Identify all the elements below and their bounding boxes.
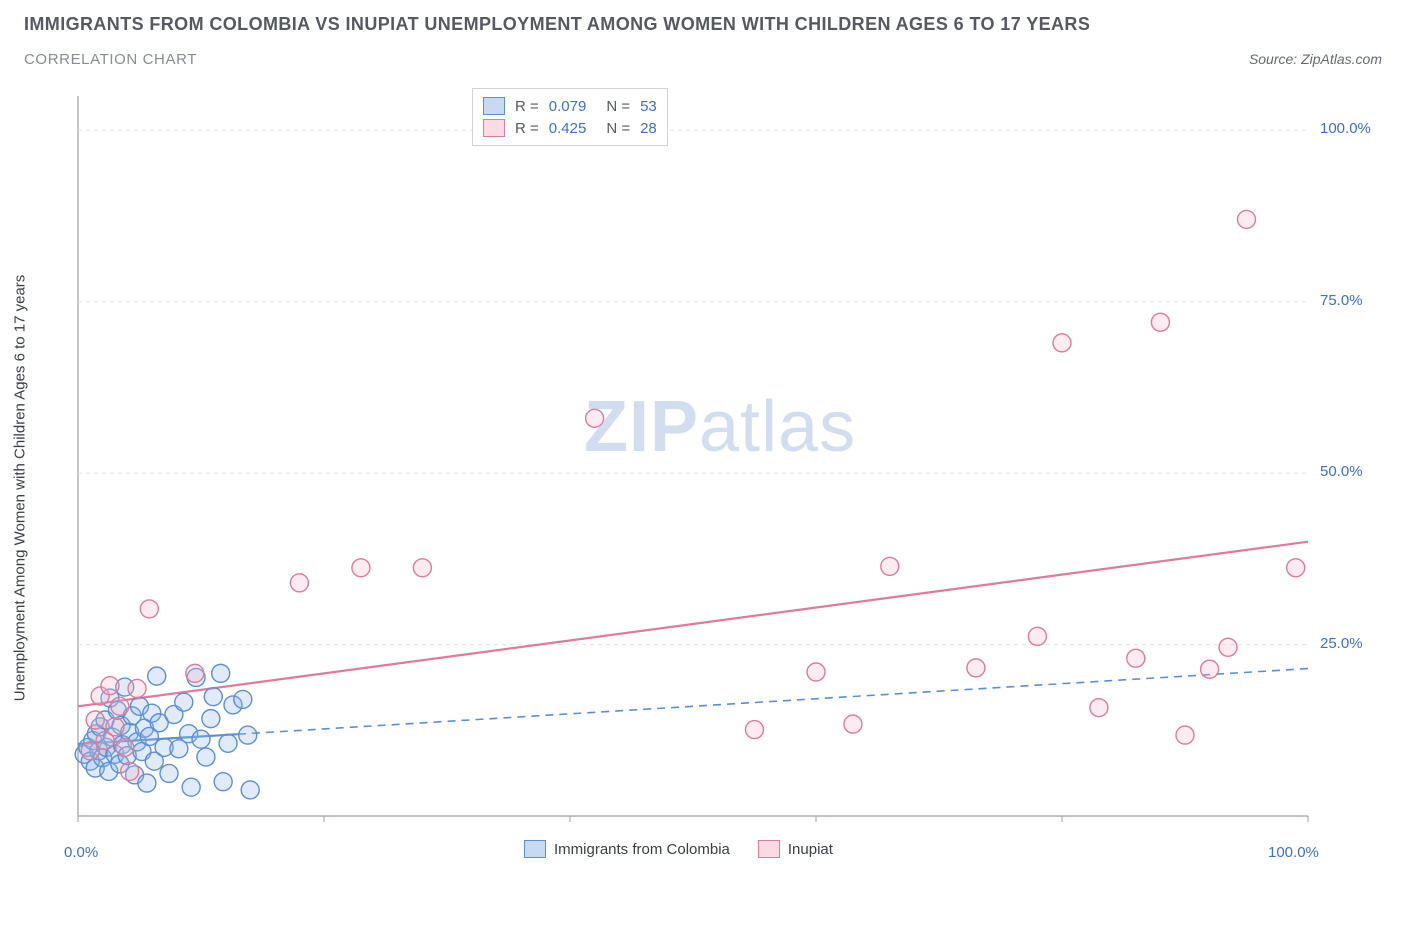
stats-row-inupiat: R = 0.425 N = 28: [483, 117, 657, 139]
legend-item-colombia: Immigrants from Colombia: [524, 840, 730, 858]
correlation-stats-box: R = 0.079 N = 53 R = 0.425 N = 28: [472, 88, 668, 146]
r-label: R =: [515, 120, 539, 137]
chart-source: Source: ZipAtlas.com: [1249, 51, 1382, 67]
legend-item-inupiat: Inupiat: [758, 840, 833, 858]
legend-label: Immigrants from Colombia: [554, 841, 730, 858]
r-value: 0.079: [549, 98, 587, 115]
y-tick-label: 100.0%: [1320, 120, 1371, 137]
r-value: 0.425: [549, 120, 587, 137]
chart-area: Unemployment Among Women with Children A…: [24, 88, 1382, 888]
swatch-inupiat: [483, 119, 505, 137]
n-label: N =: [606, 120, 630, 137]
legend-swatch-inupiat: [758, 840, 780, 858]
y-tick-label: 25.0%: [1320, 635, 1363, 652]
y-tick-label: 75.0%: [1320, 292, 1363, 309]
chart-subrow: CORRELATION CHART Source: ZipAtlas.com: [24, 43, 1382, 68]
scatter-plot-svg: [24, 88, 1382, 888]
stats-row-colombia: R = 0.079 N = 53: [483, 95, 657, 117]
n-value: 53: [640, 98, 657, 115]
x-axis-min-label: 0.0%: [64, 844, 98, 861]
swatch-colombia: [483, 97, 505, 115]
r-label: R =: [515, 98, 539, 115]
x-axis-max-label: 100.0%: [1268, 844, 1319, 861]
chart-subtitle: CORRELATION CHART: [24, 51, 197, 68]
legend-swatch-colombia: [524, 840, 546, 858]
chart-title: IMMIGRANTS FROM COLOMBIA VS INUPIAT UNEM…: [24, 14, 1382, 35]
chart-header: IMMIGRANTS FROM COLOMBIA VS INUPIAT UNEM…: [0, 0, 1406, 68]
legend-bottom: Immigrants from Colombia Inupiat: [524, 840, 833, 858]
n-value: 28: [640, 120, 657, 137]
n-label: N =: [606, 98, 630, 115]
y-tick-label: 50.0%: [1320, 463, 1363, 480]
legend-label: Inupiat: [788, 841, 833, 858]
